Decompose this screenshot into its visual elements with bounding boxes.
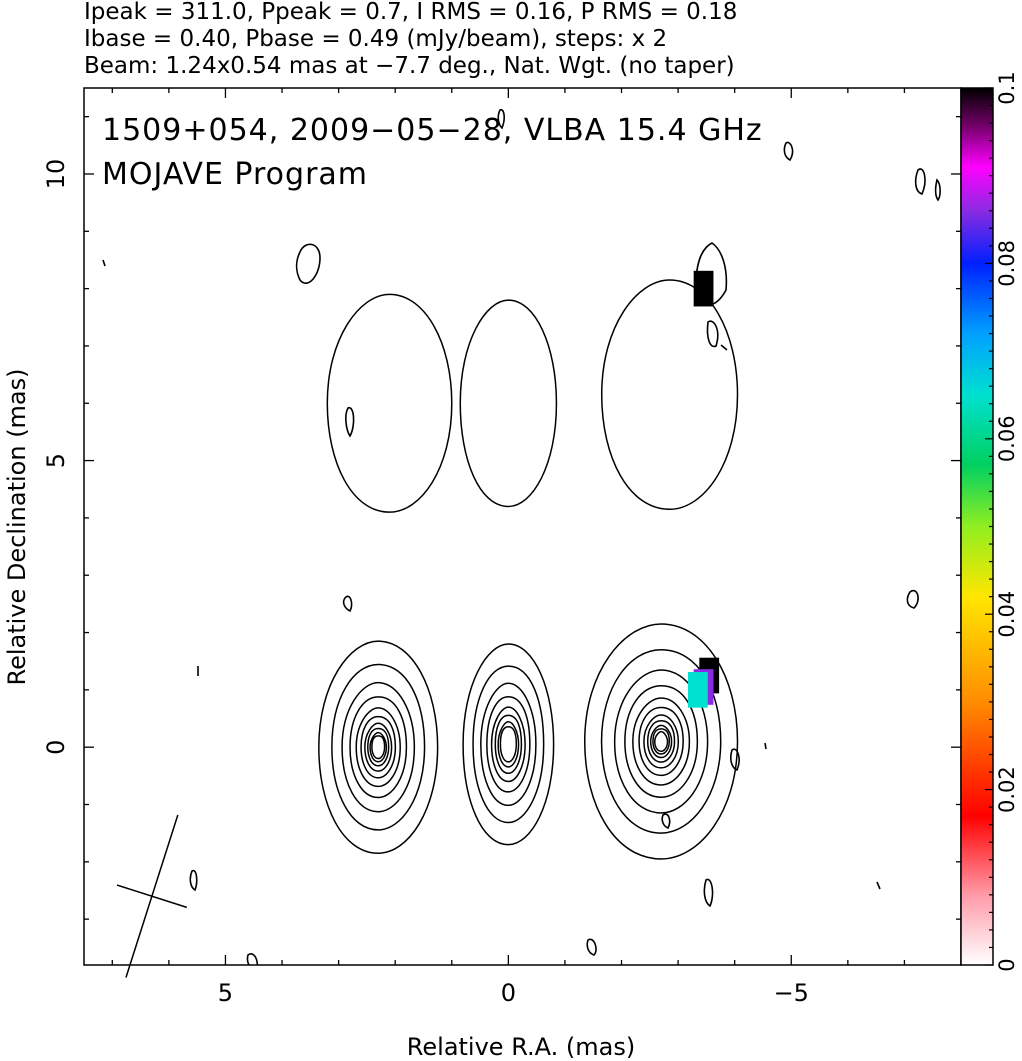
- noise-contour: [720, 344, 728, 351]
- contour-lower-right-level-11: [654, 730, 669, 752]
- polarization-pixels: [687, 270, 720, 708]
- noise-contour: [703, 878, 714, 908]
- contour-upper-left-level-1: [326, 293, 453, 513]
- axis-ticks: [84, 88, 962, 965]
- colorbar-ticks: [985, 87, 993, 966]
- noise-contour: [914, 168, 926, 195]
- x-tick-label: 0: [501, 979, 516, 1007]
- noise-contour: [876, 881, 881, 890]
- contour-lower-right-level-4: [624, 684, 699, 798]
- y-tick-label: 0: [42, 740, 70, 755]
- contour-lower-middle-level-8: [499, 725, 518, 763]
- noise-contour: [342, 595, 353, 613]
- y-tick-label: 10: [42, 159, 70, 190]
- contour-layer: [102, 108, 941, 965]
- contour-lower-middle-level-7: [497, 720, 520, 768]
- contour-lower-left-level-10: [371, 735, 386, 760]
- y-tick-label: 5: [42, 453, 70, 468]
- contour-lower-middle-level-5: [490, 706, 526, 783]
- beam-minor-axis: [116, 884, 188, 909]
- colorbar-tick-label: 0.02: [995, 766, 1019, 813]
- beam-marker: [116, 814, 188, 978]
- noise-contour: [102, 259, 106, 267]
- y-axis-label: Relative Declination (mas): [3, 368, 31, 685]
- noise-contour: [295, 243, 321, 284]
- noise-contour: [246, 953, 259, 965]
- source-contours: [318, 279, 739, 860]
- plot-subtitle: MOJAVE Program: [102, 157, 368, 192]
- colorbar: [960, 87, 994, 966]
- contour-upper-middle-level-1: [459, 299, 558, 508]
- noise-contour: [586, 938, 597, 956]
- header-line-peak: Ipeak = 311.0, Ppeak = 0.7, I RMS = 0.16…: [84, 0, 738, 25]
- contour-upper-right-level-1: [600, 279, 739, 511]
- contour-lower-left-level-4: [349, 696, 408, 799]
- contour-lower-right-level-8: [646, 720, 676, 763]
- contour-lower-right-level-10: [652, 728, 671, 755]
- contour-lower-left-level-6: [360, 715, 397, 779]
- x-tick-label: 5: [218, 979, 233, 1007]
- contour-lower-middle-level-3: [480, 682, 537, 807]
- colorbar-tick-label: 0.1: [995, 71, 1019, 104]
- contour-lower-right-level-3: [613, 669, 709, 814]
- contour-lower-left-level-1: [318, 640, 439, 854]
- contour-lower-middle-level-6: [494, 714, 523, 775]
- noise-contour: [783, 141, 794, 162]
- colorbar-tick-label: 0.06: [995, 415, 1019, 462]
- x-tick-label: −5: [774, 979, 809, 1007]
- contour-lower-middle-level-2: [472, 665, 545, 824]
- contour-lower-left-level-9: [369, 731, 388, 763]
- noise-contour: [189, 869, 198, 892]
- plot-title: 1509+054, 2009−05−28, VLBA 15.4 GHz: [102, 113, 763, 148]
- contour-lower-middle-level-1: [462, 643, 555, 846]
- contour-lower-left-level-7: [364, 722, 393, 772]
- contour-lower-right-level-7: [643, 714, 680, 769]
- contour-lower-left-level-3: [341, 681, 416, 813]
- beam-ellipse: [116, 814, 188, 978]
- header-line-base: Ibase = 0.40, Pbase = 0.49 (mJy/beam), s…: [84, 26, 668, 52]
- contour-lower-middle-level-4: [486, 695, 531, 793]
- contour-lower-left-level-8: [367, 727, 390, 767]
- colorbar-tick-label: 0.08: [995, 240, 1019, 287]
- contour-lower-right-level-9: [649, 724, 673, 759]
- noise-contour: [730, 748, 740, 772]
- noise-contour: [497, 108, 505, 130]
- contour-lower-left-level-5: [355, 707, 401, 788]
- colorbar-tick-labels: 0 0.02 0.04 0.06 0.08 0.1: [995, 71, 1019, 971]
- colorbar-tick-label: 0.04: [995, 591, 1019, 638]
- noise-contour: [906, 589, 919, 609]
- axis-tick-labels: 5 0 −5 0 5 10: [42, 159, 809, 1007]
- contour-lower-right-level-5: [632, 697, 691, 786]
- contour-lower-right-level-1: [583, 623, 739, 860]
- x-axis-label: Relative R.A. (mas): [407, 1033, 635, 1061]
- contour-lower-right-level-2: [600, 649, 722, 834]
- noise-contour: [345, 407, 355, 438]
- contour-lower-left-level-2: [331, 663, 426, 831]
- noise-contour: [764, 742, 767, 750]
- noise-contour: [706, 320, 719, 348]
- colorbar-tick-label: 0: [995, 958, 1019, 971]
- noise-contour: [661, 813, 671, 830]
- polarization-pixel-4: [687, 672, 708, 708]
- polarization-pixel-1: [693, 270, 714, 307]
- contour-lower-right-level-6: [638, 706, 684, 777]
- plot-frame: [83, 87, 962, 966]
- noise-contour: [934, 178, 941, 202]
- header-line-beam: Beam: 1.24x0.54 mas at −7.7 deg., Nat. W…: [84, 53, 735, 79]
